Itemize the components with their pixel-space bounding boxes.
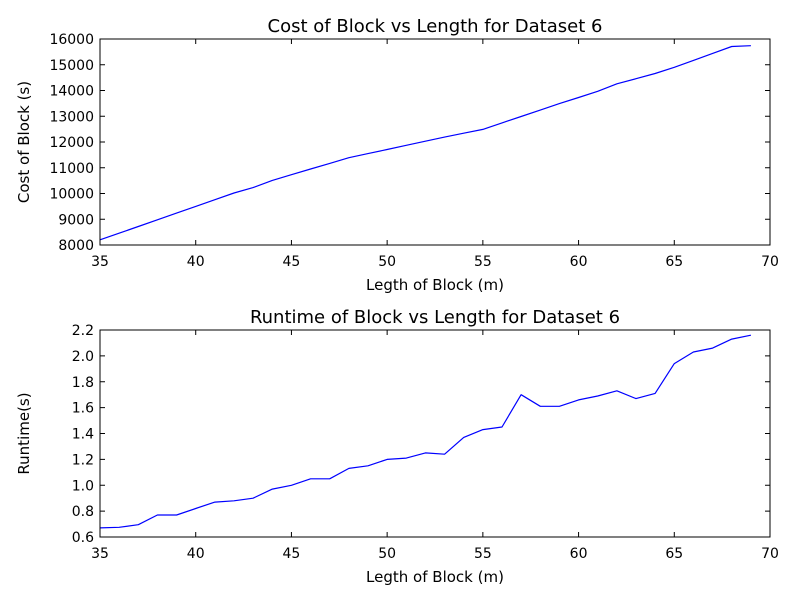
x-tick-label: 70	[761, 546, 779, 562]
y-tick-label: 2.0	[72, 349, 94, 365]
x-tick-label: 40	[187, 254, 205, 270]
y-tick-label: 14000	[49, 84, 94, 100]
y-axis-label: Cost of Block (s)	[15, 81, 33, 203]
x-tick-label: 65	[665, 254, 683, 270]
x-tick-label: 55	[474, 546, 492, 562]
runtime-series-line	[99, 334, 752, 529]
plot-frame	[99, 329, 771, 538]
x-axis-label: Legth of Block (m)	[366, 568, 504, 586]
runtime-chart: Runtime of Block vs Length for Dataset 6…	[15, 307, 779, 586]
x-tick-label: 45	[283, 546, 301, 562]
y-tick-label: 8000	[58, 238, 94, 254]
x-axis-label: Legth of Block (m)	[366, 276, 504, 294]
x-tick-label: 70	[761, 254, 779, 270]
chart-title: Runtime of Block vs Length for Dataset 6	[250, 307, 620, 328]
y-tick-label: 1.8	[72, 375, 94, 391]
y-tick-label: 10000	[49, 187, 94, 203]
y-tick-label: 1.6	[72, 401, 94, 417]
x-tick-label: 40	[187, 546, 205, 562]
x-tick-label: 45	[283, 254, 301, 270]
x-tick-label: 50	[378, 254, 396, 270]
y-tick-label: 1.4	[72, 427, 94, 443]
x-axis-ticks: 35 40 45 50 55 60 65 70	[91, 39, 779, 270]
y-tick-label: 2.2	[72, 323, 94, 339]
y-tick-label: 12000	[49, 135, 94, 151]
chart-title: Cost of Block vs Length for Dataset 6	[268, 16, 603, 37]
y-tick-label: 1.2	[72, 452, 94, 468]
x-axis-ticks: 35 40 45 50 55 60 65 70	[91, 330, 779, 562]
y-tick-label: 16000	[49, 32, 94, 48]
x-tick-label: 60	[570, 254, 588, 270]
y-tick-label: 13000	[49, 109, 94, 125]
y-tick-label: 0.8	[72, 504, 94, 520]
plot-frame	[99, 38, 771, 246]
y-tick-label: 9000	[58, 212, 94, 228]
cost-series-line	[99, 45, 751, 241]
y-tick-label: 0.6	[72, 530, 94, 546]
y-tick-label: 1.0	[72, 478, 94, 494]
cost-chart: Cost of Block vs Length for Dataset 6 35…	[15, 16, 779, 294]
y-tick-label: 15000	[49, 58, 94, 74]
x-tick-label: 60	[570, 546, 588, 562]
x-tick-label: 35	[91, 546, 109, 562]
x-tick-label: 50	[378, 546, 396, 562]
y-tick-label: 11000	[49, 161, 94, 177]
y-axis-ticks: 0.6 0.8 1.0 1.2 1.4 1.6 1.8 2.0 2.2	[72, 323, 770, 546]
x-tick-label: 55	[474, 254, 492, 270]
y-axis-ticks: 8000 9000 10000 11000 12000 13000 14000 15000 16…	[49, 32, 770, 254]
x-tick-label: 35	[91, 254, 109, 270]
y-axis-label: Runtime(s)	[15, 392, 33, 474]
x-tick-label: 65	[665, 546, 683, 562]
